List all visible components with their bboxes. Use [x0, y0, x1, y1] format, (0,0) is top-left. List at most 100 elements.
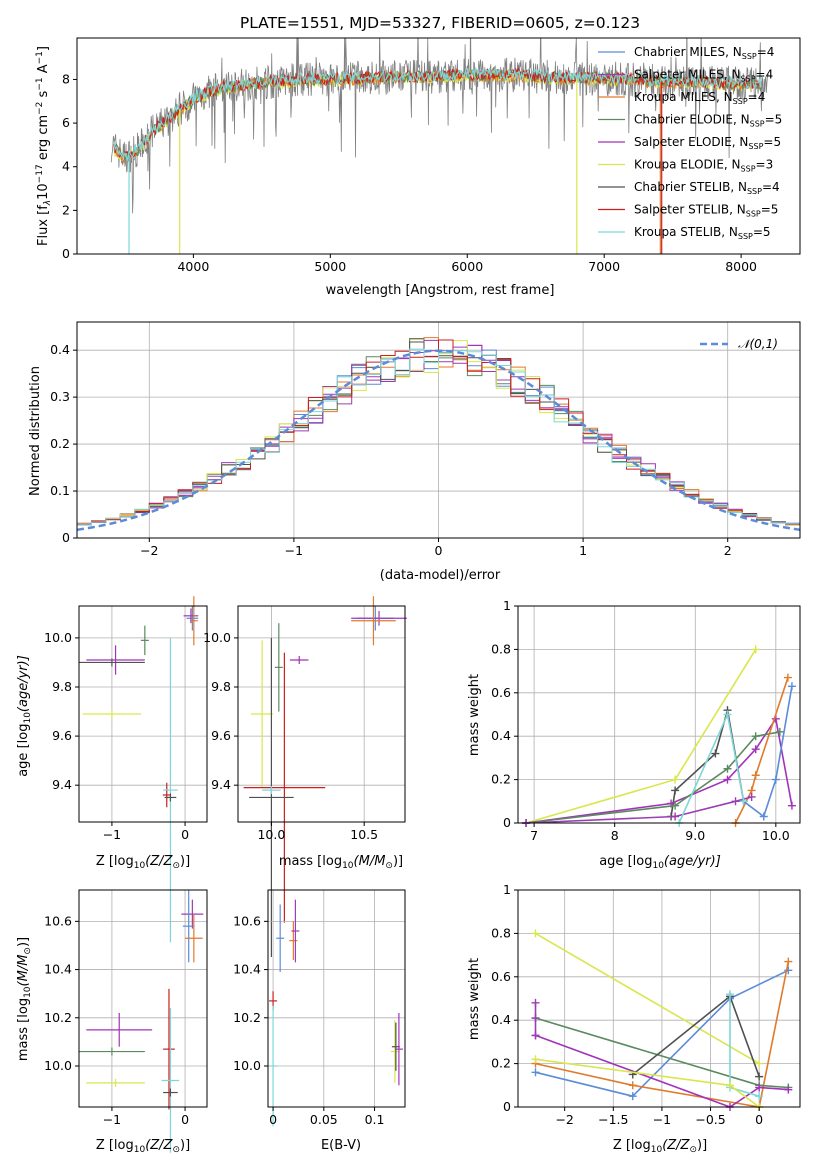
weight-series-marker	[751, 771, 760, 780]
spectrum-panel: 4000 5000 6000 7000 8000 0 2 4 6 8	[62, 37, 801, 274]
weight-series-marker	[755, 1092, 764, 1101]
legend-entry: Salpeter ELODIE, NSSP=5	[634, 135, 781, 151]
weight-series-marker	[759, 812, 768, 821]
weight-series-marker	[784, 1085, 793, 1094]
axes-frame	[267, 889, 406, 1108]
weight-series-marker	[531, 998, 540, 1007]
residual-legend: 𝒩(0,1)	[700, 337, 778, 351]
massebv-xlabel: E(B-V)	[321, 1138, 361, 1153]
weight-series-marker	[671, 812, 680, 821]
x-tick-label: 8000	[725, 259, 757, 274]
weight-series-marker	[784, 957, 793, 966]
y-tick-label: 10.4	[44, 962, 72, 977]
weight-series-marker	[628, 1081, 637, 1090]
x-tick-label: −0.5	[695, 1112, 725, 1127]
spectrum-ylabel: Flux [fλ10−17 erg cm−2 s−1 A−1]	[35, 46, 53, 246]
weight-series-marker	[531, 929, 540, 938]
weight-series-marker	[628, 1092, 637, 1101]
mass-vs-metallicity-panel: −1 0 10.0 10.2 10.4 10.6	[44, 889, 208, 1153]
weight-series-line	[734, 677, 789, 824]
x-tick-label: 10.5	[350, 827, 378, 842]
weight-series-marker	[755, 1083, 764, 1092]
y-tick-label: 0	[62, 246, 70, 261]
y-tick-label: 9.8	[211, 679, 231, 694]
weight-series-marker	[755, 1059, 764, 1068]
y-tick-label: 9.4	[211, 777, 231, 792]
y-tick-label: 0.8	[491, 925, 511, 940]
x-tick-label: 10.0	[762, 828, 790, 843]
y-tick-label: 10.0	[44, 1058, 72, 1073]
y-tick-label: 0.4	[50, 342, 70, 357]
y-tick-label: 0	[503, 815, 511, 830]
x-tick-label: 0.1	[365, 1112, 385, 1127]
y-tick-label: 6	[62, 115, 70, 130]
normal-legend-label: 𝒩(0,1)	[738, 337, 778, 351]
spectrum-legend: Chabrier MILES, NSSP=4 Salpeter MILES, NS…	[598, 45, 782, 241]
residual-ylabel: Normed distribution	[28, 366, 43, 496]
x-tick-label: 8	[611, 828, 619, 843]
weight-series-marker	[531, 1014, 540, 1023]
weight-series-marker	[723, 710, 732, 719]
weight-series-marker	[723, 775, 732, 784]
legend-entry: Kroupa ELODIE, NSSP=3	[634, 158, 773, 174]
legend-entry: Chabrier ELODIE, NSSP=5	[634, 113, 782, 129]
weight-series-marker	[775, 727, 784, 736]
x-tick-label: 7	[530, 828, 538, 843]
mass-vs-ebv-panel: 0 0.05 0.1 10.0 10.2 10.4 10.6	[233, 889, 406, 1127]
x-tick-label: 5000	[314, 259, 346, 274]
normal-curve	[76, 349, 801, 532]
weight-series-marker	[725, 1081, 734, 1090]
weightZ-ylabel: mass weight	[467, 958, 482, 1040]
y-tick-label: 2	[62, 202, 70, 217]
y-tick-label: 9.6	[52, 728, 72, 743]
y-tick-label: 0	[62, 530, 70, 545]
spectrum-xlabel: wavelength [Angstrom, rest frame]	[326, 283, 555, 298]
weight-series-marker	[711, 749, 720, 758]
weight-series-marker	[787, 682, 796, 691]
weight-series-marker	[739, 797, 748, 806]
residual-panel: −2 −1 0 1 2 0 0.1 0.2 0.3 0.4	[50, 321, 801, 558]
agemass-xlabel: mass [log10(M/M⊙)]	[279, 854, 403, 871]
weight-series-line	[525, 716, 793, 824]
legend-entry: Chabrier MILES, NSSP=4	[634, 45, 774, 61]
residual-histogram	[77, 348, 800, 526]
legend-entry: Kroupa MILES, NSSP=4	[634, 90, 765, 106]
model-spectrum	[113, 67, 762, 162]
y-tick-label: 10.0	[203, 630, 231, 645]
y-tick-label: 1	[503, 882, 511, 897]
legend-entry: Salpeter MILES, NSSP=4	[634, 68, 773, 84]
weight-series-line	[535, 1058, 760, 1108]
y-tick-label: 0.2	[50, 436, 70, 451]
x-tick-label: 0	[755, 1112, 763, 1127]
x-tick-label: 0	[181, 1112, 189, 1127]
x-tick-label: −1	[103, 1112, 121, 1127]
weight-series-marker	[723, 764, 732, 773]
weight-series-marker	[747, 792, 756, 801]
x-tick-label: 7000	[588, 259, 620, 274]
x-tick-label: 4000	[177, 259, 209, 274]
y-tick-label: 0.4	[491, 728, 511, 743]
y-tick-label: 10.0	[44, 630, 72, 645]
y-tick-label: 0.2	[491, 772, 511, 787]
y-tick-label: 10.6	[44, 913, 72, 928]
weight-series-marker	[531, 1031, 540, 1040]
weight-series-marker	[531, 1068, 540, 1077]
massZ-ylabel: mass [log10(M/M⊙)]	[16, 937, 33, 1061]
weightage-ylabel: mass weight	[467, 674, 482, 756]
y-tick-label: 0.2	[491, 1056, 511, 1071]
y-tick-label: 10.2	[44, 1010, 72, 1025]
x-tick-label: −1	[103, 827, 121, 842]
weight-series-marker	[783, 673, 792, 682]
residual-histogram	[77, 340, 800, 526]
x-tick-label: 1	[579, 543, 587, 558]
weight-series-marker	[751, 745, 760, 754]
weight-series-line	[535, 932, 760, 1065]
y-tick-label: 10.4	[233, 962, 261, 977]
y-tick-label: 0.8	[491, 641, 511, 656]
weight-series-marker	[787, 801, 796, 810]
weight-series-marker	[751, 645, 760, 654]
x-tick-label: −2	[140, 543, 158, 558]
x-tick-label: 9.0	[685, 828, 705, 843]
spectrum-traces	[110, 38, 769, 254]
